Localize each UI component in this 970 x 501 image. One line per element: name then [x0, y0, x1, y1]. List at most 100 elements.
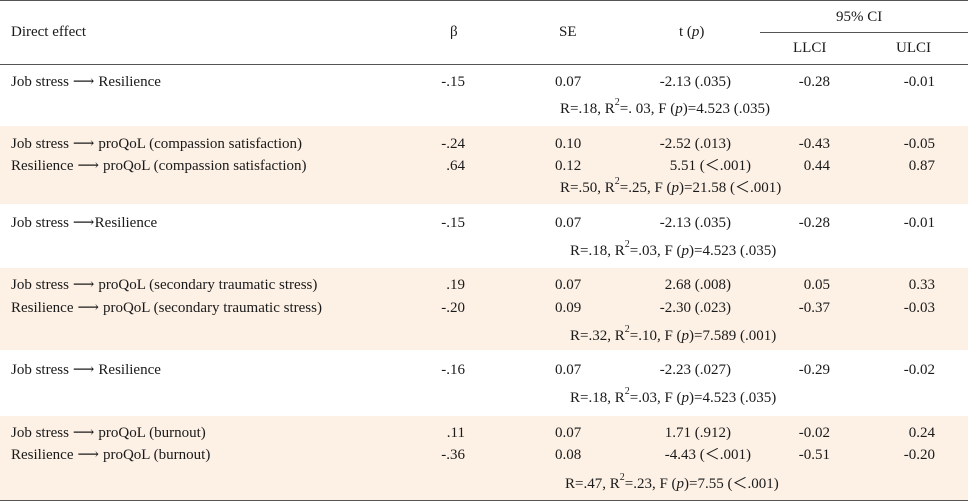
row-llci: -0.51 — [798, 447, 830, 463]
summary-sup: 2 — [624, 386, 630, 397]
summary-r2: =.10, F ( — [629, 328, 682, 344]
row-se: 0.07 — [555, 277, 582, 293]
row-path: Job stress ⟶ proQoL (secondary traumatic… — [11, 276, 317, 294]
summary-r2: =.25, F ( — [619, 180, 672, 196]
row-beta: -.15 — [441, 74, 465, 90]
row-path: Job stress ⟶Resilience — [11, 214, 157, 232]
summary-f: )=4.523 (.035) — [689, 243, 777, 259]
model-summary: R=.18, R2=.03, F (p)=4.523 (.035) — [570, 240, 777, 260]
summary-sup: 2 — [614, 97, 620, 108]
summary-p: p — [676, 476, 685, 492]
row-se: 0.07 — [555, 425, 582, 441]
summary-p: p — [681, 243, 690, 259]
section-band-2 — [0, 126, 968, 204]
summary-r: R=.18, R — [570, 390, 625, 406]
summary-f: )=7.55 (＜.001) — [684, 476, 779, 492]
row-t: -2.13 (.035) — [659, 215, 731, 231]
row-path: Job stress ⟶ Resilience — [11, 73, 161, 91]
path-to: proQoL (secondary traumatic stress) — [102, 300, 322, 316]
row-se: 0.10 — [555, 136, 582, 152]
model-summary: R=.47, R2=.23, F (p)=7.55 (＜.001) — [565, 473, 779, 493]
path-from: Job stress — [11, 136, 69, 152]
table-header: Direct effect β SE t (p) 95% CI LLCI ULC… — [0, 1, 968, 65]
header-se: SE — [559, 24, 577, 40]
summary-f: )=4.523 (.035) — [689, 390, 777, 406]
summary-r2: =. 03, F ( — [619, 101, 676, 117]
summary-p: p — [681, 390, 690, 406]
row-se: 0.09 — [555, 300, 582, 316]
path-from: Resilience — [11, 300, 74, 316]
row-t: 5.51 (＜.001) — [669, 158, 751, 174]
row-llci: -0.28 — [798, 215, 830, 231]
row-t: -2.30 (.023) — [659, 300, 731, 316]
row-ulci: 0.87 — [908, 158, 935, 174]
summary-r2: =.03, F ( — [629, 390, 682, 406]
row-ulci: -0.20 — [903, 447, 935, 463]
row-llci: -0.37 — [798, 300, 830, 316]
row-llci: -0.02 — [798, 425, 830, 441]
summary-f: )=21.58 (＜.001) — [679, 180, 782, 196]
ci-group-rule — [760, 32, 968, 33]
summary-sup: 2 — [624, 324, 630, 335]
row-ulci: -0.03 — [903, 300, 935, 316]
arrow-icon: ⟶ — [72, 425, 95, 441]
row-t: -2.23 (.027) — [659, 362, 731, 378]
arrow-icon: ⟶ — [72, 74, 95, 90]
row-ulci: -0.01 — [903, 215, 935, 231]
arrow-icon: ⟶ — [77, 447, 99, 463]
row-ulci: -0.02 — [903, 362, 935, 378]
path-from: Job stress — [11, 215, 69, 231]
row-se: 0.12 — [555, 158, 582, 174]
header-llci: LLCI — [793, 40, 827, 56]
summary-r: R=.18, R — [570, 243, 625, 259]
row-llci: -0.43 — [798, 136, 830, 152]
row-ulci: -0.05 — [903, 136, 935, 152]
summary-f: )=4.523 (.035) — [682, 101, 770, 117]
row-path: Resilience ⟶ proQoL (secondary traumatic… — [11, 299, 322, 317]
arrow-icon: ⟶ — [72, 362, 95, 378]
arrow-icon: ⟶ — [77, 158, 99, 174]
path-to: Resilience — [98, 362, 161, 378]
row-llci: -0.29 — [798, 362, 830, 378]
row-llci: 0.44 — [803, 158, 830, 174]
row-path: Job stress ⟶ proQoL (compassion satisfac… — [11, 135, 302, 153]
row-beta: -.15 — [441, 215, 465, 231]
row-se: 0.07 — [555, 362, 582, 378]
summary-p: p — [681, 328, 690, 344]
summary-r2: =.23, F ( — [624, 476, 677, 492]
row-beta: -.24 — [441, 136, 465, 152]
path-to: Resilience — [94, 215, 158, 231]
row-path: Resilience ⟶ proQoL (compassion satisfac… — [11, 157, 307, 175]
row-path: Job stress ⟶ proQoL (burnout) — [11, 424, 206, 442]
summary-r2: =.03, F ( — [629, 243, 682, 259]
path-to: proQoL (burnout) — [98, 425, 206, 441]
summary-r: R=.50, R — [560, 180, 615, 196]
row-beta: -.36 — [441, 447, 465, 463]
row-llci: -0.28 — [798, 74, 830, 90]
header-t-prefix: t ( — [679, 24, 692, 40]
summary-p: p — [671, 180, 680, 196]
header-direct-effect: Direct effect — [11, 24, 87, 40]
row-t: 2.68 (.008) — [664, 277, 731, 293]
summary-r: R=.47, R — [565, 476, 620, 492]
path-from: Resilience — [11, 447, 74, 463]
row-path: Resilience ⟶ proQoL (burnout) — [11, 446, 210, 464]
row-se: 0.08 — [555, 447, 582, 463]
row-beta: .64 — [446, 158, 465, 174]
row-ulci: 0.33 — [908, 277, 935, 293]
row-ulci: 0.24 — [908, 425, 935, 441]
header-beta: β — [450, 24, 458, 40]
arrow-icon: ⟶ — [77, 300, 99, 316]
model-summary: R=.50, R2=.25, F (p)=21.58 (＜.001) — [560, 177, 782, 197]
path-to: proQoL (compassion satisfaction) — [98, 136, 302, 152]
header-t-p: t (p) — [679, 23, 704, 41]
row-t: -2.13 (.035) — [659, 74, 731, 90]
row-se: 0.07 — [555, 74, 582, 90]
model-summary: R=.18, R2=.03, F (p)=4.523 (.035) — [570, 386, 777, 407]
summary-r: R=.18, R — [560, 101, 615, 117]
row-se: 0.07 — [555, 215, 582, 231]
header-ulci: ULCI — [896, 40, 931, 56]
row-beta: .11 — [446, 425, 465, 441]
header-t-suffix: ) — [699, 24, 705, 40]
